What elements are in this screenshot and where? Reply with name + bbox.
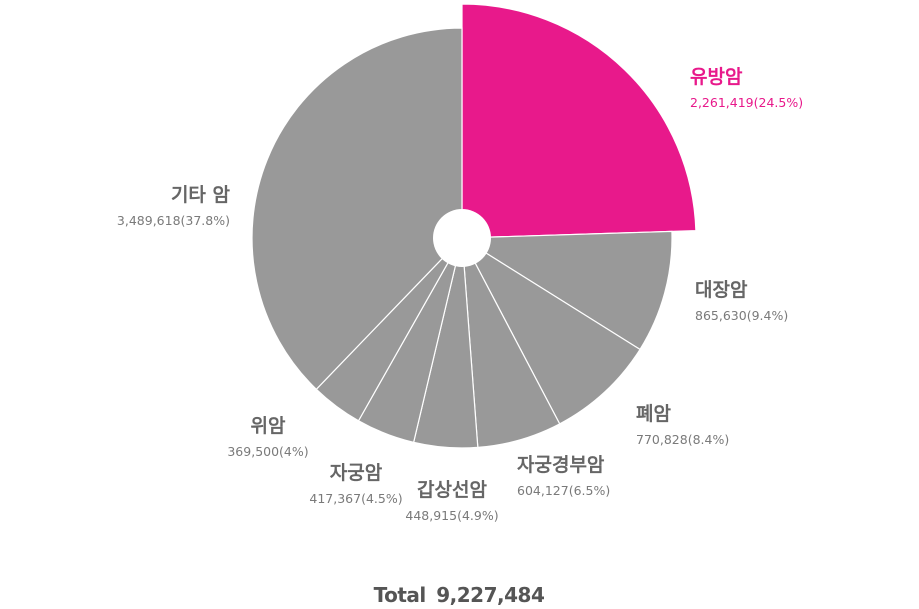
chart-labels: 유방암 2,261,419(24.5%) 대장암 865,630(9.4%) 폐암 770… <box>117 66 803 523</box>
chart-total: Total 9,227,484 <box>374 583 545 607</box>
slice-1 <box>461 3 697 239</box>
slice-label-name: 폐암 <box>636 403 671 425</box>
center-hole <box>433 209 491 267</box>
slice-2 <box>460 230 673 351</box>
chart-slices <box>251 3 697 449</box>
slice-label-value: 604,127(6.5%) <box>517 483 610 498</box>
slice-label-value: 417,367(4.5%) <box>309 491 402 506</box>
slice-label-value: 448,915(4.9%) <box>405 508 498 523</box>
slice-label-name: 자궁암 <box>330 462 383 484</box>
slice-label-name: 위암 <box>251 415 286 437</box>
slice-label-name: 자궁경부암 <box>517 454 605 476</box>
slice-label-value: 369,500(4%) <box>227 444 308 459</box>
slice-label-name: 갑상선암 <box>417 479 487 501</box>
slice-label-name: 유방암 <box>690 66 743 88</box>
slice-label-value: 2,261,419(24.5%) <box>690 95 803 110</box>
slice-3 <box>460 236 641 425</box>
total-label: Total <box>374 583 426 607</box>
slice-label-name: 대장암 <box>695 279 748 301</box>
slice-label-value: 770,828(8.4%) <box>636 432 729 447</box>
slice-8 <box>251 27 463 391</box>
slice-label-value: 3,489,618(37.8%) <box>117 213 230 228</box>
slice-label-value: 865,630(9.4%) <box>695 308 788 323</box>
slice-label-name: 기타 암 <box>171 184 231 206</box>
total-value: 9,227,484 <box>436 583 544 607</box>
